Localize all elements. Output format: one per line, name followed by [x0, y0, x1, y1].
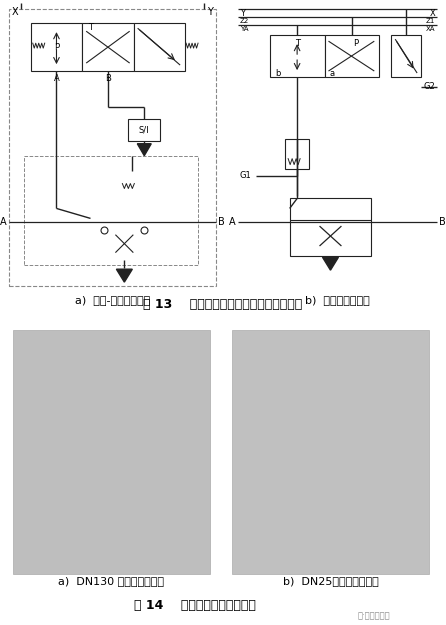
Text: B: B	[439, 217, 446, 227]
Text: Z2: Z2	[240, 18, 249, 24]
Text: XA: XA	[425, 26, 435, 32]
Text: P: P	[353, 39, 359, 48]
Bar	[31, 23, 82, 71]
Bar	[270, 35, 325, 77]
Bar	[24, 156, 198, 265]
Text: b)  DN25比例插装阀样机: b) DN25比例插装阀样机	[283, 576, 378, 586]
Polygon shape	[116, 269, 132, 282]
Text: A: A	[54, 74, 59, 82]
Text: B: B	[218, 217, 225, 227]
Text: B: B	[105, 74, 111, 82]
Bar	[118, 171, 146, 191]
Bar	[232, 330, 429, 574]
Text: a)  DN130 比例插装阀样机: a) DN130 比例插装阀样机	[58, 576, 165, 586]
Text: b)  位移随动型原理: b) 位移随动型原理	[305, 295, 370, 305]
Text: T: T	[295, 39, 300, 48]
Text: A: A	[0, 217, 7, 227]
Text: X: X	[429, 9, 435, 18]
Text: Y: Y	[207, 8, 213, 18]
Text: T: T	[88, 22, 93, 32]
Text: G1: G1	[240, 171, 252, 180]
Bar	[9, 9, 216, 286]
Text: G2: G2	[423, 82, 435, 91]
Bar	[82, 23, 134, 71]
Text: Y: Y	[240, 9, 245, 18]
Text: A: A	[229, 217, 236, 227]
Text: a: a	[330, 69, 335, 78]
Text: a)  位移-电反馈型原理: a) 位移-电反馈型原理	[75, 295, 150, 305]
Bar	[134, 23, 185, 71]
Polygon shape	[137, 144, 151, 156]
Bar	[128, 119, 160, 141]
Bar	[13, 330, 210, 574]
Bar	[325, 35, 379, 77]
Bar	[285, 139, 309, 169]
Text: 图 13    两种超高压比例插装阀原理示意图: 图 13 两种超高压比例插装阀原理示意图	[143, 298, 302, 311]
Text: P: P	[54, 42, 59, 52]
Bar	[91, 209, 158, 260]
Polygon shape	[322, 258, 339, 270]
Text: 图 14    超高压比例插装阀样机: 图 14 超高压比例插装阀样机	[134, 599, 256, 612]
Text: b: b	[275, 69, 281, 78]
Text: S/I: S/I	[139, 125, 149, 134]
Text: X: X	[12, 8, 18, 18]
Text: 居·热加工论坛: 居·热加工论坛	[358, 611, 391, 620]
Bar	[391, 35, 421, 77]
Text: Z1: Z1	[425, 18, 435, 24]
Bar	[289, 199, 372, 256]
Text: YA: YA	[240, 26, 248, 32]
